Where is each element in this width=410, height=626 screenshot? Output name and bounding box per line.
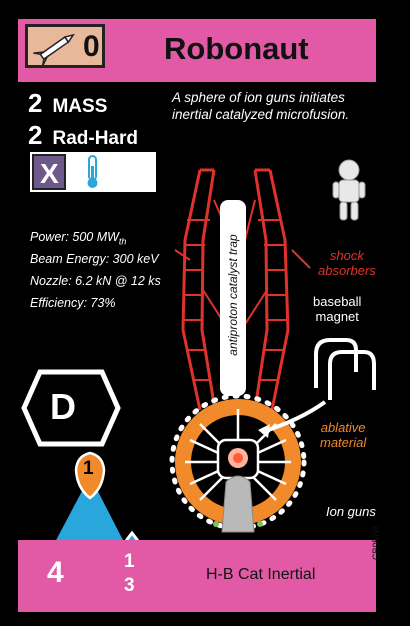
catalyst-trap-label: antiproton catalyst trap — [226, 234, 240, 356]
spec-efficiency: Efficiency: 73% — [30, 296, 116, 310]
thrust-modifier-box: 0 — [25, 24, 105, 68]
ablative-label-line2: material — [320, 435, 367, 450]
ablative-label-line1: ablative — [320, 420, 366, 435]
thrust-value: 4 — [47, 556, 64, 589]
spec-power-text: Power: 500 MW — [30, 230, 119, 244]
thermometer-icon — [87, 155, 98, 188]
rocket-icon — [33, 33, 75, 65]
ion-guns-label: Ion guns — [326, 504, 376, 519]
mass-stat: 2 MASS — [28, 88, 107, 119]
mass-label: MASS — [52, 96, 108, 117]
badge-number: 1 — [83, 458, 94, 479]
engine-type: H-B Cat Inertial — [206, 566, 316, 583]
bottom-bar: H-B Cat Inertial — [18, 540, 376, 612]
x-tag: X — [32, 154, 66, 190]
x-tag-letter: X — [40, 158, 59, 189]
radhard-stat: 2 Rad-Hard — [28, 120, 138, 151]
fuel-numerator: 1 — [124, 551, 135, 572]
spec-nozzle: Nozzle: 6.2 kN @ 12 ks — [30, 274, 161, 288]
card-id: CB057R — [371, 525, 381, 560]
spec-beam-energy: Beam Energy: 300 keV — [30, 252, 159, 266]
shock-absorbers-label: shock absorbers — [318, 248, 376, 278]
shock-label-line2: absorbers — [318, 263, 376, 278]
fuel-denominator: 3 — [124, 575, 135, 596]
radhard-label: Rad-Hard — [52, 128, 138, 149]
catalyst-trap: antiproton catalyst trap — [220, 200, 246, 396]
baseball-label-line2: magnet — [315, 309, 359, 324]
hexagon-shape — [21, 369, 121, 447]
spec-power: Power: 500 MWth — [30, 230, 126, 247]
tag-row: X — [30, 152, 156, 192]
ablative-material-label: ablative material — [320, 420, 366, 450]
card-title: Robonaut — [164, 31, 309, 66]
radhard-value: 2 — [28, 120, 43, 150]
orange-badge — [74, 451, 106, 500]
baseball-label-line1: baseball — [313, 294, 362, 309]
baseball-magnet-label: baseball magnet — [313, 294, 361, 324]
thrust-modifier-value: 0 — [83, 30, 100, 63]
astronaut-icon — [332, 159, 366, 221]
hex-letter: D — [50, 386, 76, 427]
shock-label-line1: shock — [329, 248, 364, 263]
mass-value: 2 — [28, 88, 43, 118]
spec-power-subscript: th — [118, 236, 127, 247]
card-description: A sphere of ion guns initiates inertial … — [172, 90, 350, 122]
